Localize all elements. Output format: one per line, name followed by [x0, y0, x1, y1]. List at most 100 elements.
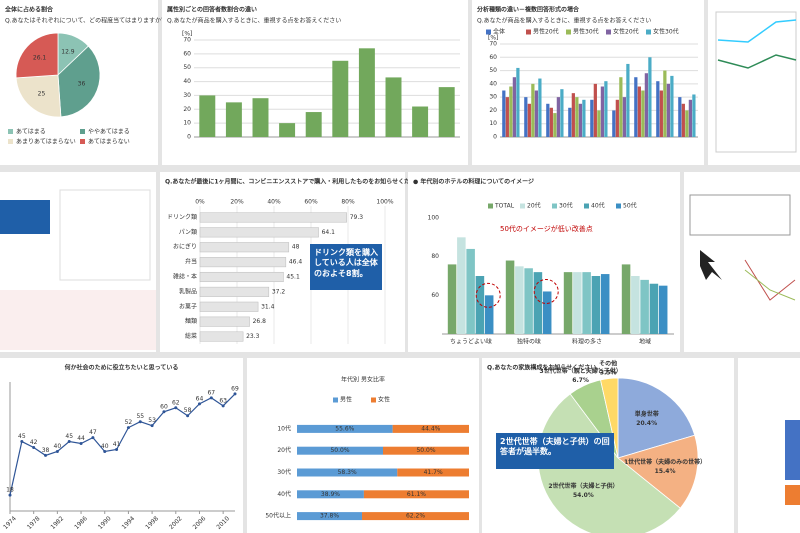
slice-category: 2世代世帯（夫婦と子供） [548, 482, 618, 490]
bar [549, 107, 553, 137]
bar [649, 283, 659, 334]
bar-segment [297, 468, 398, 477]
pie-slice [57, 45, 101, 118]
bar [515, 266, 524, 334]
value-label: 58.3% [338, 469, 357, 476]
bar [412, 106, 429, 137]
highlight [533, 278, 559, 304]
value-label: 62.2% [406, 513, 425, 520]
bar [560, 89, 564, 137]
chart-subtitle: Q.あなたが商品を購入するときに、重視する点をお答えください [167, 17, 341, 25]
y-tick-label: 60 [431, 292, 439, 299]
y-tick-label: 20代 [277, 446, 291, 454]
bar [533, 272, 543, 334]
bar-segment [363, 490, 469, 499]
bar [199, 95, 216, 137]
fragment-line-chart [708, 0, 800, 165]
bar [502, 90, 506, 137]
y-tick-label: 50 [489, 67, 497, 74]
y-tick-label: 40 [183, 78, 191, 85]
legend-label: 50代 [623, 202, 637, 210]
value-label: 58 [184, 407, 192, 414]
y-tick-label: おにぎり [173, 243, 197, 251]
bar [199, 257, 287, 268]
panel [0, 358, 243, 533]
bar [681, 103, 685, 137]
value-label: 48 [292, 244, 300, 251]
legend-label: ややあてはまる [88, 128, 130, 136]
pie-slice [617, 434, 699, 509]
bar [466, 248, 475, 334]
chart-title: Q.あなたが最後に1ヶ月間に、コンビニエンスストアで購入・利用したものをお知らせ… [165, 178, 428, 186]
y-tick-label: 麺類 [185, 317, 197, 325]
legend-swatch [371, 397, 376, 403]
value-label: 41.7% [424, 469, 443, 476]
y-tick-label: ドリンク類 [167, 213, 197, 221]
x-tick-label: 0% [195, 199, 205, 206]
bar [688, 99, 692, 137]
slice-value: 26.1 [33, 54, 47, 61]
point [197, 402, 201, 406]
value-label: 55 [136, 413, 144, 420]
bar-segment [392, 424, 469, 433]
y-tick-label: 20 [489, 107, 497, 114]
y-tick-label: 10 [489, 120, 497, 127]
bar [475, 276, 485, 334]
value-label: 61.1% [407, 491, 426, 498]
callout-text: 2世代世帯（夫婦と子供）の回答者が過半数。 [496, 433, 614, 469]
bar [678, 97, 682, 137]
legend-label: あまりあてはまらない [16, 139, 76, 146]
value-label: 18 [6, 487, 14, 494]
point [91, 436, 95, 440]
legend-swatch [616, 203, 621, 209]
bar [692, 94, 696, 137]
y-tick-label: 30代 [277, 468, 291, 476]
slice-value: 25 [38, 91, 46, 98]
value-label: 64 [196, 395, 204, 402]
bar [575, 97, 579, 137]
bar [571, 93, 575, 137]
legend-label: TOTAL [494, 203, 515, 210]
y-tick-label: 30 [489, 94, 497, 101]
bar [615, 99, 619, 137]
y-tick-label: 乳製品 [179, 287, 197, 295]
point [233, 392, 237, 396]
bar [524, 268, 533, 334]
legend-label: 女性30代 [653, 28, 679, 36]
bar [670, 75, 674, 137]
legend-swatch [80, 139, 85, 144]
bar [685, 110, 689, 137]
bar [597, 110, 601, 137]
legend-swatch [566, 29, 571, 35]
y-tick-label: パン類 [179, 228, 197, 236]
bar [621, 264, 631, 334]
y-tick-label: 50代以上 [265, 512, 291, 520]
bar-segment [297, 424, 393, 433]
value-label: 64.1 [322, 229, 336, 236]
legend-swatch [333, 397, 338, 403]
bar [622, 97, 626, 137]
legend-label: 20代 [527, 202, 541, 210]
point [20, 440, 24, 444]
bar [447, 264, 457, 334]
x-tick-label: 地域 [639, 338, 651, 346]
bar [524, 97, 528, 137]
x-tick-label: 独特の味 [517, 338, 541, 346]
point [32, 445, 36, 449]
legend-label: あてはまる [16, 129, 46, 136]
value-label: 45.1 [286, 274, 300, 281]
bar [612, 110, 616, 137]
value-label: 55.6% [335, 425, 354, 432]
value-label: 37.2 [272, 288, 286, 295]
panel [247, 358, 479, 533]
x-tick-label: 100% [376, 199, 393, 206]
bar-segment [397, 468, 469, 477]
legend-label: 30代 [559, 202, 573, 210]
y-tick-label: 40代 [277, 490, 291, 498]
bar [666, 83, 670, 137]
bar [484, 295, 494, 334]
bar [199, 227, 319, 238]
bar-segment [297, 446, 383, 455]
x-tick-label: 40% [267, 199, 281, 206]
